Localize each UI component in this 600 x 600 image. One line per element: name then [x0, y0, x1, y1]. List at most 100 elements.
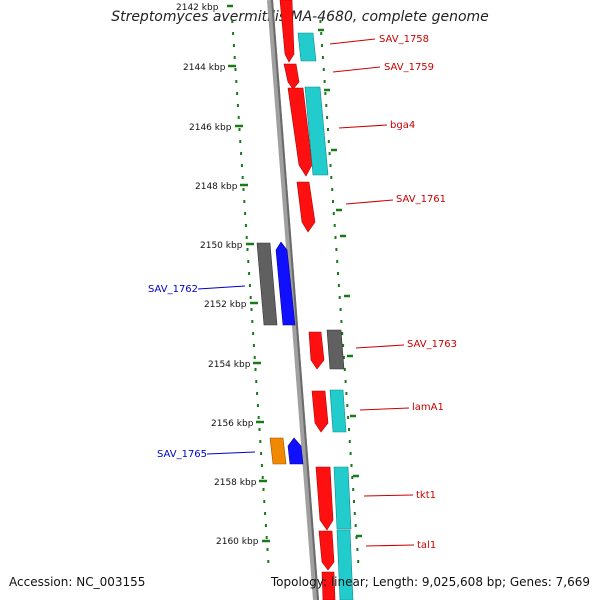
track-dot	[252, 344, 255, 347]
track-dot	[232, 32, 235, 35]
feature-SAV_1763-gray[interactable]	[326, 329, 345, 370]
track-dot	[248, 272, 251, 275]
gene-label-SAV_1758[interactable]: SAV_1758	[379, 34, 429, 45]
track-dot	[265, 536, 268, 539]
track-dot	[237, 116, 240, 119]
track-dot	[325, 104, 328, 107]
track-dot	[261, 476, 264, 479]
track-dot	[233, 56, 236, 59]
track-dot	[335, 248, 338, 251]
track-dot	[322, 68, 325, 71]
track-dot	[329, 164, 332, 167]
track-dot	[264, 524, 267, 527]
track-dot	[353, 512, 356, 515]
track-dot	[249, 296, 252, 299]
gene-red-bottom[interactable]	[321, 571, 336, 600]
track-dot	[349, 452, 352, 455]
gene-SAV_1763[interactable]	[308, 331, 325, 370]
track-dot	[348, 428, 350, 431]
genome-summary-text: Topology: linear; Length: 9,025,608 bp; …	[270, 575, 590, 589]
accession-text: Accession: NC_003155	[9, 575, 146, 589]
track-dot	[333, 224, 336, 227]
track-dot	[327, 128, 329, 131]
gene-label-tkt1[interactable]: tkt1	[416, 490, 436, 501]
track-dot	[258, 428, 261, 431]
cds-SAV_1758[interactable]	[297, 32, 317, 62]
gene-SAV_1759[interactable]	[283, 63, 300, 90]
cds-bga4[interactable]	[304, 86, 329, 176]
kbp-ticks-right	[318, 28, 362, 538]
track-dot	[343, 368, 346, 371]
track-dot	[342, 356, 345, 359]
gene-label-bga4[interactable]: bga4	[390, 120, 415, 131]
track-dot	[337, 284, 340, 287]
track-dot	[344, 380, 347, 383]
track-dot	[260, 452, 263, 455]
cds-lamA1[interactable]	[329, 389, 347, 433]
track-dot	[251, 320, 254, 323]
track-dot	[332, 212, 335, 215]
cds-tkt1[interactable]	[333, 466, 352, 530]
kbp-label-2156: 2156 kbp	[211, 419, 254, 429]
kbp-label-2148: 2148 kbp	[195, 182, 238, 192]
track-dot	[353, 500, 355, 503]
track-dot	[356, 548, 359, 551]
gene-SAV_1765[interactable]	[287, 437, 304, 465]
gene-SAV_1762[interactable]	[275, 241, 296, 326]
track-dot	[337, 272, 339, 275]
track-dot	[256, 392, 259, 395]
track-dot	[254, 368, 257, 371]
cds-tal1[interactable]	[336, 529, 354, 600]
genome-backbone-shadow	[267, 0, 319, 600]
gene-label-tal1[interactable]: tal1	[417, 540, 436, 551]
track-dot	[324, 92, 327, 95]
kbp-label-2152: 2152 kbp	[204, 300, 247, 310]
track-dot	[334, 236, 337, 239]
track-dot	[346, 404, 349, 407]
track-dot	[259, 440, 262, 443]
track-dot	[242, 188, 245, 191]
gene-label-SAV_1765[interactable]: SAV_1765	[157, 449, 207, 460]
track-dot	[234, 68, 237, 71]
genome-title: Streptomyces avermitilis MA-4680, comple…	[111, 9, 489, 25]
track-dot	[339, 308, 342, 311]
track-dot	[257, 416, 260, 419]
gene-SAV_1761[interactable]	[296, 181, 316, 233]
track-dot	[330, 176, 333, 179]
track-dot	[345, 392, 348, 395]
track-dot	[250, 308, 253, 311]
gene-label-SAV_1763[interactable]: SAV_1763	[407, 339, 457, 350]
gene-tal1[interactable]	[318, 530, 335, 571]
track-dot	[351, 476, 354, 479]
gene-bga4[interactable]	[287, 87, 313, 177]
track-dot	[256, 404, 259, 407]
feature-SAV_1762-gray[interactable]	[256, 242, 278, 326]
track-dot	[338, 296, 341, 299]
track-dot	[260, 464, 263, 467]
track-dot	[336, 260, 339, 263]
gene-label-SAV_1761[interactable]: SAV_1761	[396, 194, 446, 205]
track-dots	[231, 20, 360, 563]
track-dot	[327, 140, 330, 143]
track-dot	[236, 92, 239, 95]
gene-label-SAV_1762[interactable]: SAV_1762	[148, 284, 198, 295]
track-dot	[244, 212, 247, 215]
track-dot	[266, 548, 269, 551]
gene-label-lamA1[interactable]: lamA1	[412, 402, 444, 413]
track-dot	[357, 560, 360, 563]
gene-tkt1[interactable]	[315, 466, 334, 531]
track-dot	[319, 20, 322, 23]
gene-leader-lines-right	[329, 38, 415, 547]
gene-SAV_1758[interactable]	[279, 0, 295, 63]
track-dot	[321, 44, 324, 47]
track-dot	[262, 488, 265, 491]
feature-SAV_1765-orange[interactable]	[269, 437, 287, 465]
track-dot	[248, 284, 251, 287]
gene-label-SAV_1759[interactable]: SAV_1759	[384, 62, 434, 73]
track-dot	[247, 260, 250, 263]
gene-lamA1[interactable]	[311, 390, 329, 433]
track-dot	[235, 80, 238, 83]
track-dot	[252, 332, 255, 335]
track-dot	[236, 104, 239, 107]
